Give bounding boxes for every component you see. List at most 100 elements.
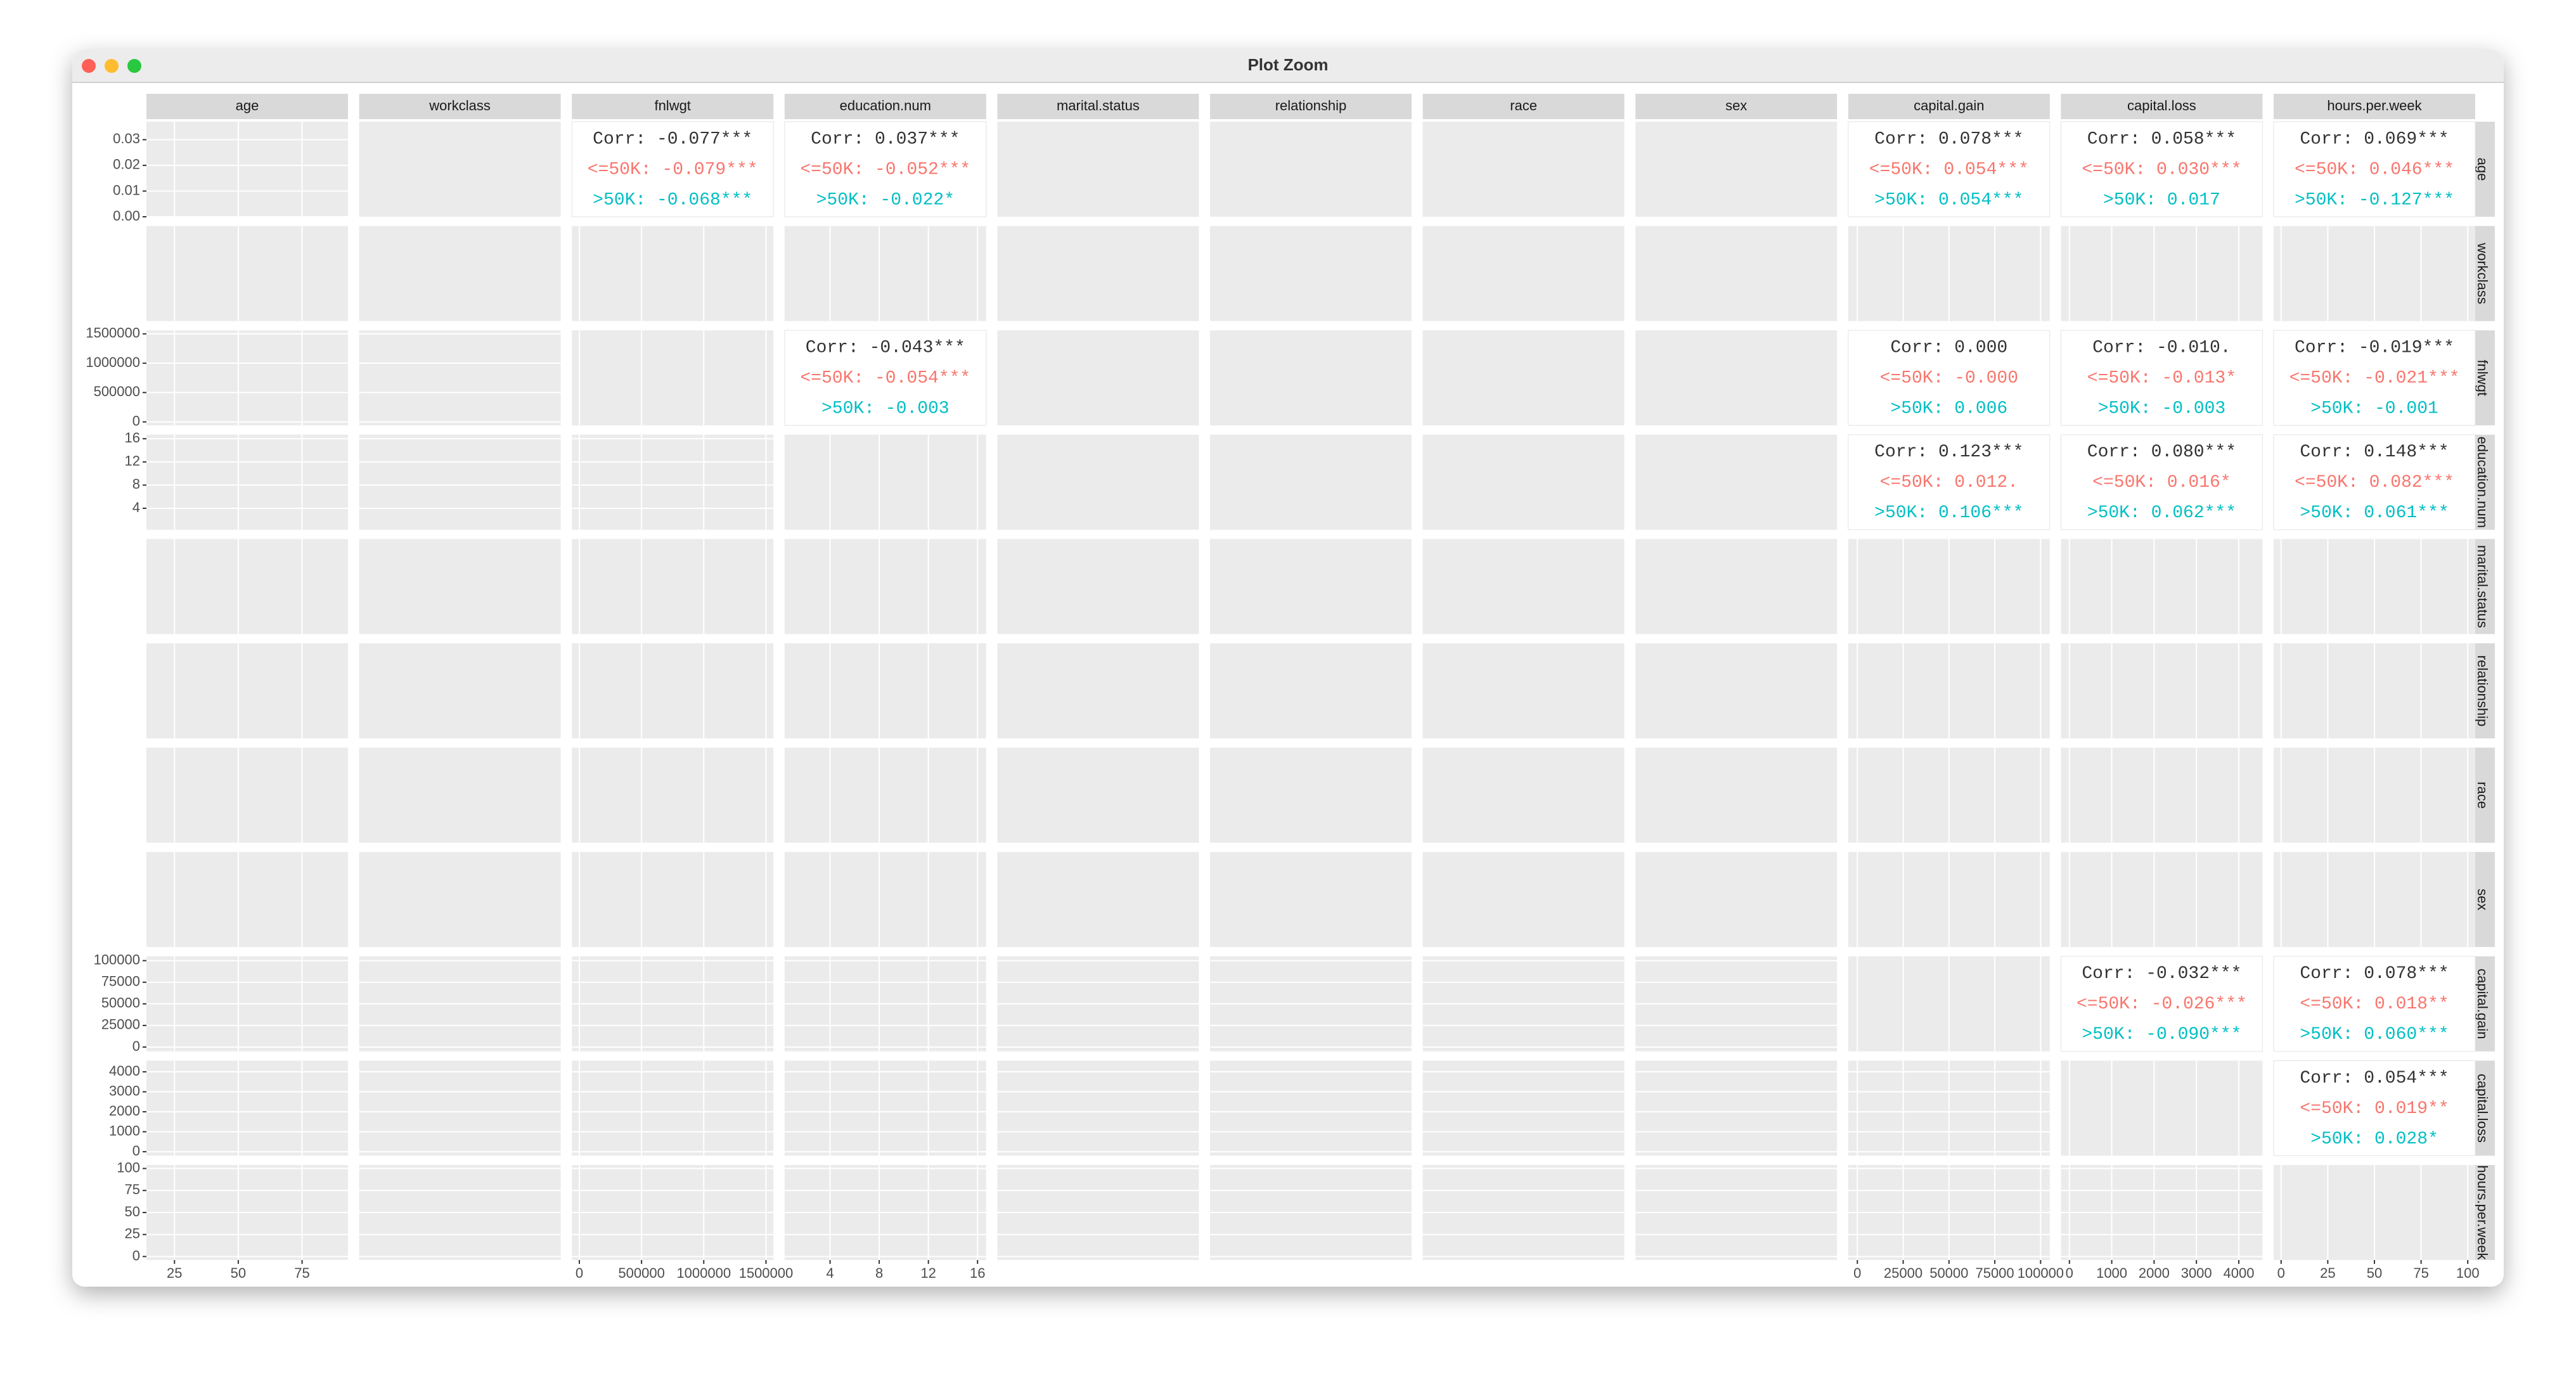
- panel: [1422, 747, 1625, 843]
- x-tick-label: 100: [2456, 1265, 2480, 1281]
- row-label: fnlwgt: [2475, 359, 2490, 396]
- column-strip: [1210, 94, 1412, 119]
- correlation-text: <=50K: 0.046***: [2295, 160, 2454, 179]
- y-tick-label: 100000: [94, 951, 140, 967]
- title-bar: [72, 49, 2504, 82]
- correlation-text: >50K: 0.017: [2103, 190, 2220, 210]
- y-tick-label: 0: [132, 1143, 140, 1159]
- column-label: marital.status: [1057, 98, 1140, 113]
- panel: [571, 121, 774, 217]
- panel: [1210, 539, 1412, 634]
- y-tick-label: 3000: [109, 1083, 140, 1098]
- x-tick-label: 100000: [2018, 1265, 2064, 1281]
- panel: [2273, 330, 2476, 426]
- panel: [359, 643, 561, 738]
- panel: [1635, 434, 1838, 530]
- x-tick-label: 12: [920, 1265, 936, 1281]
- zoom-button[interactable]: [127, 59, 141, 73]
- correlation-text: Corr: 0.000: [1890, 338, 2007, 358]
- correlation-text: <=50K: 0.082***: [2295, 473, 2454, 492]
- correlation-text: Corr: -0.077***: [593, 129, 752, 149]
- panel: [1635, 747, 1838, 843]
- correlation-text: Corr: 0.058***: [2087, 129, 2236, 149]
- x-tick-label: 0: [2277, 1265, 2285, 1281]
- y-tick-label: 4000: [109, 1063, 140, 1079]
- correlation-text: >50K: -0.127***: [2295, 190, 2454, 210]
- x-tick-label: 1000000: [676, 1265, 731, 1281]
- correlation-text: Corr: -0.032***: [2082, 964, 2241, 984]
- row-label: hours.per.week: [2475, 1165, 2490, 1260]
- panel: [572, 330, 774, 426]
- y-tick-label: 4: [132, 499, 140, 515]
- panel: [2061, 643, 2263, 738]
- column-strip: [146, 94, 348, 119]
- row-label: education.num: [2475, 437, 2490, 528]
- x-tick-label: 50: [231, 1265, 246, 1281]
- panel: [997, 747, 1199, 843]
- panel: [572, 434, 774, 530]
- panel: [997, 852, 1199, 948]
- panel: [359, 539, 561, 634]
- panel: [1635, 539, 1838, 634]
- correlation-text: <=50K: -0.052***: [800, 160, 970, 179]
- correlation-text: Corr: -0.043***: [806, 338, 965, 358]
- x-tick-label: 25: [2320, 1265, 2335, 1281]
- correlation-text: <=50K: 0.030***: [2082, 160, 2241, 179]
- row-label: marital.status: [2475, 545, 2490, 628]
- panel: [572, 852, 774, 948]
- column-strip: [359, 94, 561, 119]
- y-tick-label: 500000: [94, 383, 140, 399]
- close-button[interactable]: [82, 59, 96, 73]
- x-tick-label: 50: [2367, 1265, 2382, 1281]
- panel: [1422, 330, 1625, 426]
- x-tick-label: 25: [167, 1265, 182, 1281]
- correlation-text: <=50K: -0.013*: [2087, 369, 2236, 389]
- x-tick-label: 25000: [1884, 1265, 1922, 1281]
- correlation-text: >50K: 0.028*: [2310, 1129, 2438, 1149]
- panel: [784, 330, 987, 426]
- y-tick-label: 25: [125, 1226, 140, 1242]
- minimize-button[interactable]: [105, 59, 119, 73]
- panel: [1635, 852, 1838, 948]
- y-tick-label: 25000: [101, 1017, 140, 1032]
- row-label: capital.loss: [2475, 1074, 2490, 1143]
- column-label: age: [236, 98, 259, 113]
- x-tick-label: 0: [576, 1265, 583, 1281]
- panel: [2060, 956, 2263, 1052]
- pairs-plot: age workclass fnlwgt education.num marital.s…: [86, 94, 2495, 1281]
- panel: [359, 330, 561, 426]
- panel: [146, 539, 348, 634]
- panel: [1848, 330, 2051, 426]
- panel: [2273, 1060, 2476, 1156]
- panel: [146, 852, 348, 948]
- panel: [1210, 852, 1412, 948]
- panel: [997, 330, 1199, 426]
- panel: [784, 434, 986, 530]
- panel: [2061, 539, 2263, 634]
- panel: [1210, 1060, 1412, 1156]
- panel: [1422, 1060, 1625, 1156]
- correlation-text: <=50K: -0.026***: [2077, 994, 2247, 1014]
- panel: [359, 747, 561, 843]
- correlation-text: <=50K: 0.054***: [1869, 160, 2029, 179]
- panel: [359, 852, 561, 948]
- panel: [784, 539, 986, 634]
- correlation-text: >50K: -0.068***: [593, 190, 752, 210]
- panel: [784, 226, 986, 321]
- x-tick-label: 500000: [618, 1265, 664, 1281]
- x-tick-label: 3000: [2181, 1265, 2212, 1281]
- panel: [1848, 434, 2051, 531]
- x-tick-label: 50000: [1929, 1265, 1968, 1281]
- column-label: race: [1510, 98, 1537, 113]
- panel: [1422, 539, 1625, 634]
- x-tick-label: 0: [2066, 1265, 2073, 1281]
- y-tick-label: 50000: [101, 995, 140, 1011]
- column-label: education.num: [840, 98, 931, 113]
- x-tick-label: 16: [970, 1265, 985, 1281]
- panel: [359, 226, 561, 321]
- panel: [1422, 852, 1625, 948]
- panel: [359, 1060, 561, 1156]
- y-tick-label: 0.02: [113, 157, 140, 172]
- panel: [1210, 747, 1412, 843]
- panel: [2273, 434, 2476, 531]
